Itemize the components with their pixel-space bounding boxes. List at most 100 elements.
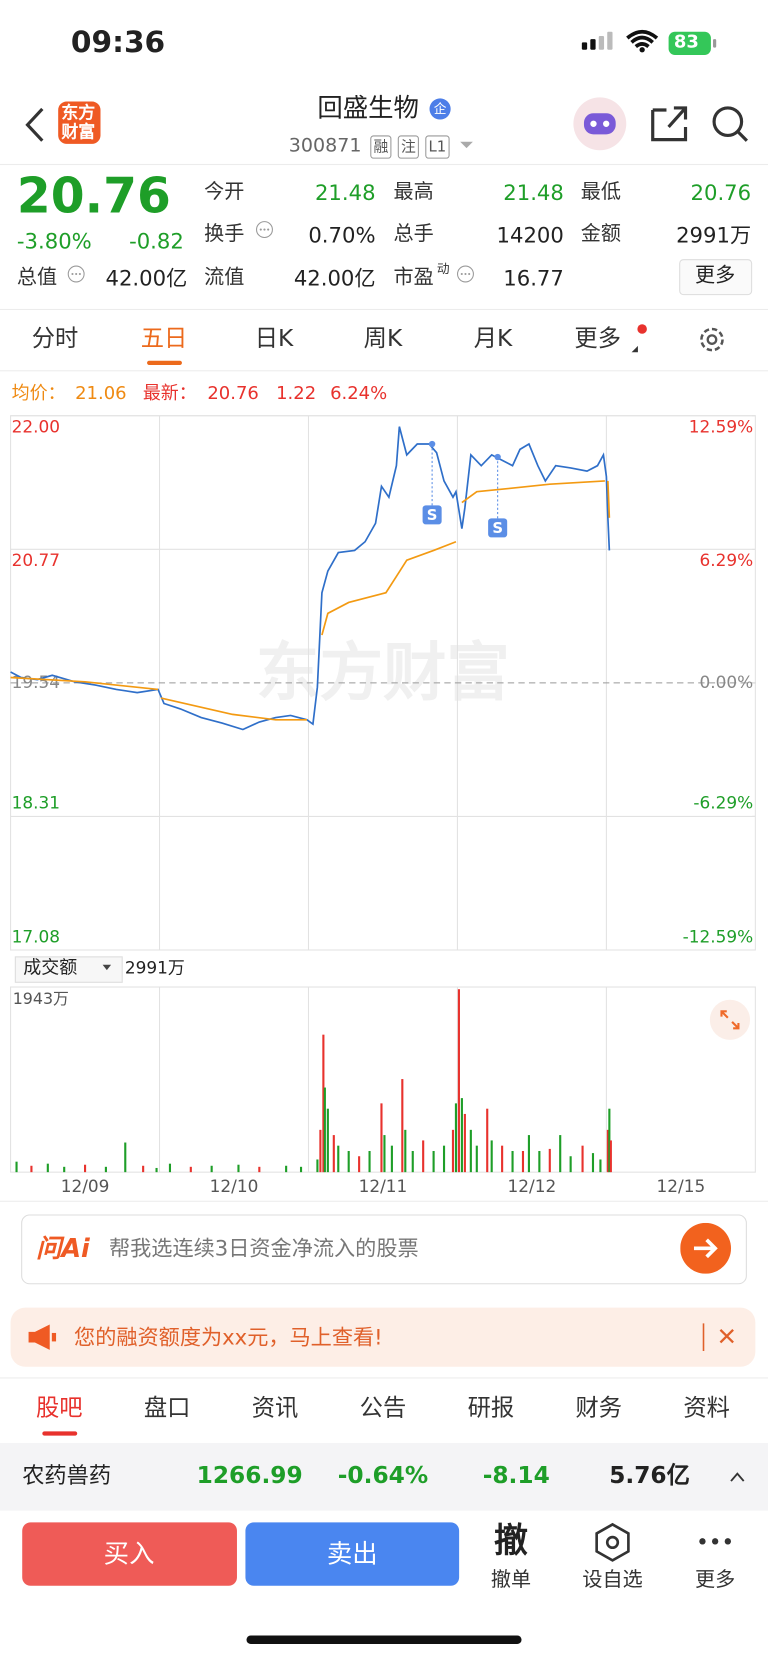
volume-bar bbox=[451, 1129, 455, 1173]
tab-extras bbox=[631, 324, 724, 353]
promo-banner[interactable] bbox=[10, 1307, 756, 1367]
volume-bar bbox=[210, 1165, 213, 1173]
tab[interactable]: 公告 bbox=[359, 1395, 407, 1422]
info-icon[interactable] bbox=[255, 220, 274, 239]
stat-label: 流值 bbox=[204, 265, 245, 289]
stat-value: 14200 bbox=[496, 222, 564, 248]
expand-button[interactable] bbox=[709, 999, 751, 1041]
settings-button[interactable] bbox=[700, 327, 724, 352]
tab-active[interactable]: 股吧 bbox=[35, 1395, 83, 1422]
x-tick-label: 12/12 bbox=[508, 1176, 557, 1196]
tab[interactable]: 周K bbox=[363, 325, 403, 353]
cancel-label[interactable]: 撤单 bbox=[490, 1567, 532, 1592]
volume-bar bbox=[591, 1153, 595, 1173]
tab-active[interactable]: 五日 bbox=[140, 325, 188, 353]
dropdown-caret[interactable] bbox=[459, 140, 474, 151]
tab[interactable]: 更多 bbox=[574, 325, 621, 353]
tab[interactable]: 分时 bbox=[31, 325, 79, 353]
ai-search-box[interactable] bbox=[21, 1214, 747, 1285]
volume-bar bbox=[46, 1163, 49, 1173]
ai-prompt[interactable]: 帮我选连续3日资金净流入的股票 bbox=[108, 1235, 419, 1262]
cancel-icon[interactable]: 撤 bbox=[494, 1520, 528, 1561]
tab[interactable]: 资讯 bbox=[251, 1395, 299, 1422]
volume-bar bbox=[511, 1151, 514, 1173]
stat-label: 总值 bbox=[16, 265, 58, 289]
volume-bar bbox=[606, 1129, 609, 1173]
stat-label: 市盈 bbox=[393, 265, 434, 289]
badge bbox=[429, 98, 451, 120]
sector-name: 农药兽药 bbox=[22, 1463, 112, 1489]
divider bbox=[0, 370, 768, 372]
stat-value: 20.76 bbox=[690, 179, 752, 206]
tag: 注 bbox=[397, 135, 419, 159]
sector-row[interactable] bbox=[0, 1442, 768, 1511]
stock-name: 回盛生物 bbox=[317, 93, 419, 123]
stat-value: 42.00亿 bbox=[293, 265, 376, 291]
tab[interactable]: 月K bbox=[473, 325, 513, 353]
volume-bar bbox=[237, 1164, 240, 1173]
buy-button[interactable] bbox=[22, 1522, 237, 1586]
watermark: 东方财富 bbox=[256, 636, 510, 710]
sector-turnover: 5.76亿 bbox=[609, 1463, 690, 1490]
share-button[interactable] bbox=[651, 106, 688, 142]
y2-tick-label: 12.59% bbox=[689, 416, 753, 436]
tab[interactable]: 财务 bbox=[575, 1395, 623, 1422]
tab[interactable]: 研报 bbox=[467, 1395, 515, 1422]
more-button-label[interactable]: 更多 bbox=[695, 263, 736, 287]
volume-bar bbox=[469, 1129, 472, 1173]
back-button[interactable] bbox=[21, 106, 53, 144]
divider bbox=[0, 163, 768, 166]
divider bbox=[0, 308, 768, 310]
stat-label: 今开 bbox=[204, 179, 245, 204]
more-icon[interactable] bbox=[696, 1534, 734, 1549]
tab[interactable]: 资料 bbox=[683, 1395, 730, 1422]
stat-value: 21.48 bbox=[314, 179, 376, 206]
volume-bar bbox=[168, 1163, 172, 1173]
volume-bar bbox=[104, 1166, 107, 1173]
volume-bar bbox=[527, 1135, 530, 1173]
banner-close[interactable] bbox=[698, 1321, 745, 1353]
sell-label[interactable]: 卖出 bbox=[326, 1539, 378, 1569]
search-button[interactable] bbox=[712, 106, 744, 137]
status-icons bbox=[581, 29, 717, 56]
chart: 东方财富22.0020.7719.5418.3117.0812.59%6.29%… bbox=[10, 415, 756, 1196]
volume-bar bbox=[337, 1145, 340, 1173]
watch-icon[interactable] bbox=[593, 1522, 631, 1562]
banner-text[interactable]: 您的融资额度为xx元，马上查看! bbox=[74, 1324, 383, 1350]
battery-level: 83 bbox=[673, 31, 699, 53]
tab[interactable]: 日K bbox=[254, 325, 294, 353]
volume-bar bbox=[189, 1166, 192, 1173]
volume-bar bbox=[463, 1113, 466, 1173]
sell-button[interactable] bbox=[245, 1522, 460, 1586]
latest-change-percent: 6.24% bbox=[330, 382, 388, 405]
tab[interactable]: 盘口 bbox=[143, 1395, 191, 1422]
info-icon[interactable] bbox=[456, 264, 475, 283]
stat-value: 2991万 bbox=[676, 222, 752, 248]
x-tick-label: 12/09 bbox=[61, 1176, 110, 1196]
ai-submit[interactable] bbox=[680, 1222, 732, 1274]
more-label[interactable]: 更多 bbox=[695, 1567, 736, 1592]
more-button[interactable] bbox=[679, 259, 753, 296]
x-tick-label: 12/15 bbox=[656, 1176, 705, 1196]
watch-label[interactable]: 设自选 bbox=[582, 1567, 643, 1592]
volume-bar bbox=[432, 1151, 435, 1173]
info-icon[interactable] bbox=[67, 264, 86, 283]
stat-value: 42.00亿 bbox=[105, 265, 188, 291]
volume-bar bbox=[486, 1108, 489, 1173]
stat-label: 换手 bbox=[204, 222, 245, 246]
expand-caret[interactable] bbox=[729, 1470, 746, 1483]
stat-sup: 动 bbox=[436, 261, 450, 277]
y-tick-label: 22.00 bbox=[12, 416, 60, 436]
change-amount: -0.82 bbox=[129, 228, 184, 254]
trade-marker-label: S bbox=[427, 507, 438, 524]
buy-label[interactable]: 买入 bbox=[103, 1539, 155, 1569]
volume-bar bbox=[83, 1164, 87, 1173]
metric-value: 2991万 bbox=[124, 957, 185, 978]
metric-select-label[interactable]: 成交额 bbox=[23, 957, 78, 979]
volume-bar bbox=[63, 1166, 66, 1173]
metric-select[interactable] bbox=[14, 956, 123, 983]
volume-bar bbox=[285, 1165, 288, 1173]
